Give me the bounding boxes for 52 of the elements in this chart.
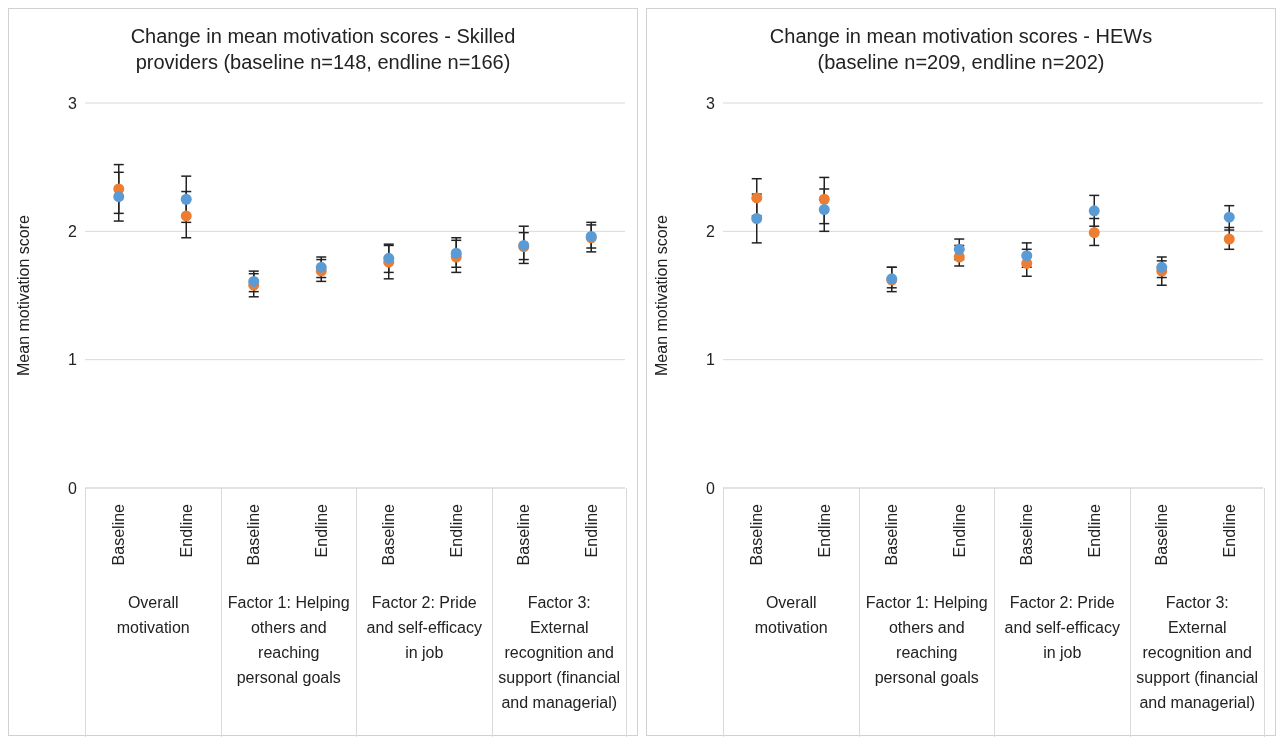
chart-title: Change in mean motivation scores - Skilled providers (baseline n=148, endline n=166) (129, 24, 517, 75)
text: Factor 2: Pride and self-efficacy in job (1004, 594, 1120, 661)
text: Factor 3: External recognition and support (financial and managerial) (498, 594, 621, 711)
y-tick-label: 3 (706, 94, 716, 112)
y-tick-label: 0 (706, 479, 716, 497)
x-tick-label: Baseline (380, 503, 398, 566)
x-tick-label: Endline (1220, 503, 1238, 558)
x-tick-label: Baseline (245, 503, 263, 566)
y-tick-label: 1 (68, 351, 78, 369)
point (1156, 261, 1168, 273)
y-tick-label: 2 (68, 223, 78, 241)
x-tick-label: Endline (815, 503, 833, 558)
x-tick-label: Endline (582, 503, 600, 558)
point (383, 252, 395, 264)
x-tick-label: Baseline (883, 503, 901, 566)
x-tick-label: Endline (447, 503, 465, 558)
text: Factor 1: Helping others and reaching personal goals (865, 594, 988, 686)
point (818, 204, 830, 216)
point (953, 243, 965, 255)
point (450, 247, 462, 259)
point (180, 210, 192, 222)
point (1088, 205, 1100, 217)
point (1223, 233, 1235, 245)
x-tick-label: Baseline (110, 503, 128, 566)
x-tick-label: Endline (312, 503, 330, 558)
text: Overall motivation (116, 594, 190, 636)
point (1021, 250, 1033, 262)
x-tick-label: Baseline (748, 503, 766, 566)
y-axis-title: Mean motivation score (14, 214, 32, 376)
x-tick-label: Endline (177, 503, 195, 558)
y-tick-label: 1 (706, 351, 716, 369)
y-tick-label: 0 (68, 479, 78, 497)
y-tick-label: 2 (706, 223, 716, 241)
y-tick-label: 3 (68, 94, 78, 112)
point (751, 213, 763, 224)
point (818, 193, 830, 205)
text: Factor 3: External recognition and support (financial and managerial) (1136, 594, 1259, 711)
x-tick-label: Endline (950, 503, 968, 558)
point (180, 193, 192, 205)
x-tick-label: Baseline (1153, 503, 1171, 566)
x-tick-label: Baseline (515, 503, 533, 566)
text: Factor 2: Pride and self-efficacy in job (366, 594, 482, 661)
y-axis-title: Mean motivation score (652, 214, 670, 376)
x-tick-label: Endline (1085, 503, 1103, 558)
chart-title: Change in mean motivation scores - HEWs (baseline n=209, endline n=202) (768, 24, 1154, 75)
point (1088, 227, 1100, 239)
text: Overall motivation (754, 594, 828, 636)
x-tick-label: Baseline (1018, 503, 1036, 566)
point (1223, 211, 1235, 223)
point (751, 192, 763, 204)
point (113, 191, 125, 203)
text: Factor 1: Helping others and reaching personal goals (227, 594, 350, 686)
